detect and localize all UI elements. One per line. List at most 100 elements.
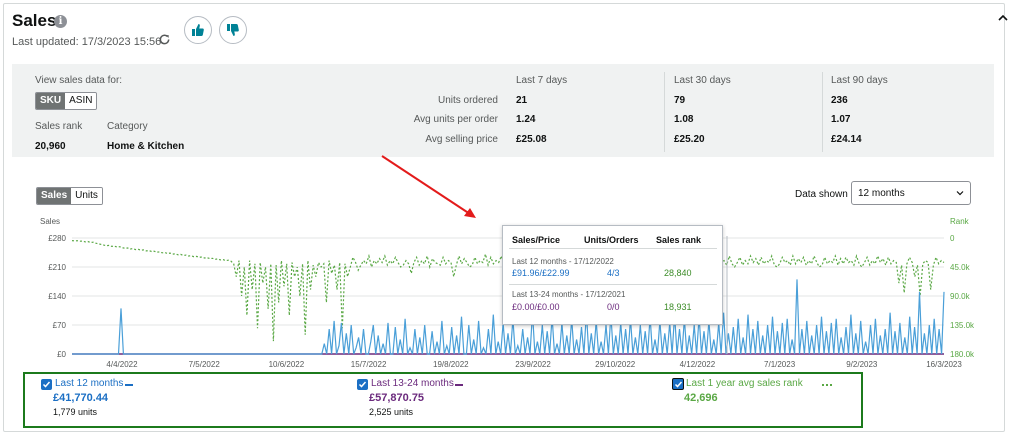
chart-tooltip: Sales/Price Units/Orders Sales rank Last… [502,225,723,325]
left-tick-label: £0 [57,350,66,359]
legend-checkbox-12-months[interactable] [41,379,52,390]
x-tick-label: 15/7/2022 [351,360,387,369]
x-tick-label: 23/9/2022 [515,360,551,369]
legend-label-avg-rank: Last 1 year avg sales rank [686,378,803,389]
period-30-avg-units: 1.08 [674,114,694,125]
legend-label-13-24-months: Last 13-24 months [371,378,454,389]
annotation-arrowhead [464,208,476,218]
period-7-label: Last 7 days [516,75,568,86]
last-updated: Last updated: 17/3/2023 15:56 [12,36,162,48]
thumbs-up-button[interactable] [184,16,212,44]
refresh-icon[interactable] [158,33,171,46]
avg-units-label: Avg units per order [413,114,498,125]
legend-swatch-13-24-months [455,384,463,386]
legend-swatch-12-months [125,384,133,386]
period-7-avg-units: 1.24 [516,114,536,125]
legend-sub-13-24-months: 2,525 units [369,407,414,417]
check-icon [42,381,51,388]
period-30-label: Last 30 days [674,75,731,86]
legend-value-12-months: £41,770.44 [53,392,109,404]
chevron-up-icon[interactable] [997,12,1009,24]
view-sales-label: View sales data for: [35,75,123,86]
chevron-down-icon [956,191,964,196]
x-tick-label: 7/1/2023 [764,360,796,369]
sales-units-toggle[interactable]: Sales Units [36,187,103,205]
sku-option[interactable]: SKU [36,93,66,109]
x-tick-label: 19/8/2022 [433,360,469,369]
legend-value-avg-rank: 42,696 [684,392,718,404]
left-axis-title: Sales [40,217,60,226]
x-tick-label: 4/12/2022 [680,360,716,369]
period-7-avg-price: £25.08 [516,134,547,145]
divider [509,248,717,249]
legend-label-12-months: Last 12 months [55,378,124,389]
tooltip-header-rank: Sales rank [656,235,702,245]
category-label: Category [107,121,148,132]
x-tick-label: 4/4/2022 [106,360,138,369]
tooltip-sales-2: £0.00/£0.00 [512,302,560,312]
sku-asin-toggle[interactable]: SKU ASIN [35,92,98,110]
left-tick-label: £280 [48,234,66,243]
legend-swatch-avg-rank [822,384,832,386]
tooltip-sales-1: £91.96/£22.99 [512,268,570,278]
legend-sub-12-months: 1,779 units [53,407,98,417]
period-90-avg-price: £24.14 [831,134,862,145]
tooltip-rank-1: 28,840 [664,268,692,278]
divider [509,284,717,285]
period-30-units: 79 [674,95,686,106]
data-shown-value: 12 months [858,188,905,199]
info-icon[interactable]: i [54,15,67,28]
avg-price-label: Avg selling price [425,134,498,145]
period-90-units: 236 [831,95,848,106]
x-tick-label: 7/5/2022 [189,360,221,369]
period-7-units: 21 [516,95,528,106]
units-ordered-label: Units ordered [437,95,498,106]
check-icon [358,381,367,388]
left-tick-label: £210 [48,263,66,272]
thumbs-down-button[interactable] [219,16,247,44]
right-tick-label: 135.0k [950,321,975,330]
right-tick-label: 90.0k [950,292,971,301]
right-tick-label: 180.0k [950,350,975,359]
series-line-12-months [72,279,945,355]
period-90-avg-units: 1.07 [831,114,851,125]
category-value: Home & Kitchen [107,141,185,152]
column-divider [664,72,665,152]
tooltip-rank-2: 18,931 [664,302,692,312]
units-option[interactable]: Units [71,188,102,204]
data-shown-label: Data shown [795,189,848,200]
x-tick-label: 16/3/2023 [926,360,962,369]
x-tick-label: 29/10/2022 [595,360,636,369]
tooltip-period-1: Last 12 months - 17/12/2022 [512,257,614,266]
legend-checkbox-13-24-months[interactable] [357,379,368,390]
asin-option[interactable]: ASIN [65,93,97,109]
tooltip-header-units: Units/Orders [584,235,639,245]
left-tick-label: £140 [48,292,66,301]
tooltip-period-2: Last 13-24 months - 17/12/2021 [512,290,626,299]
sales-rank-value: 20,960 [35,141,66,152]
column-divider [822,72,823,152]
x-tick-label: 10/6/2022 [269,360,305,369]
annotation-arrow [381,155,471,215]
legend-checkbox-avg-rank[interactable] [672,378,684,390]
period-30-avg-price: £25.20 [674,134,705,145]
right-tick-label: 45.0k [950,263,971,272]
tooltip-units-2: 0/0 [607,302,620,312]
data-shown-select[interactable]: 12 months [851,181,971,205]
check-icon [674,381,682,388]
tooltip-units-1: 4/3 [607,268,620,278]
thumbs-down-icon [227,24,239,36]
right-tick-label: 0 [950,234,955,243]
period-90-label: Last 90 days [831,75,888,86]
chart-legend: Last 12 months £41,770.44 1,779 units La… [23,372,863,428]
thumbs-up-icon [192,24,204,36]
page-title: Sales [12,11,57,30]
sales-option[interactable]: Sales [37,188,72,204]
sales-summary-panel: View sales data for: SKU ASIN Sales rank… [12,64,994,157]
tooltip-header-sales: Sales/Price [512,235,561,245]
right-axis-title: Rank [950,217,970,226]
x-tick-label: 9/2/2023 [846,360,878,369]
sales-rank-label: Sales rank [35,121,83,132]
legend-value-13-24-months: £57,870.75 [369,392,425,404]
